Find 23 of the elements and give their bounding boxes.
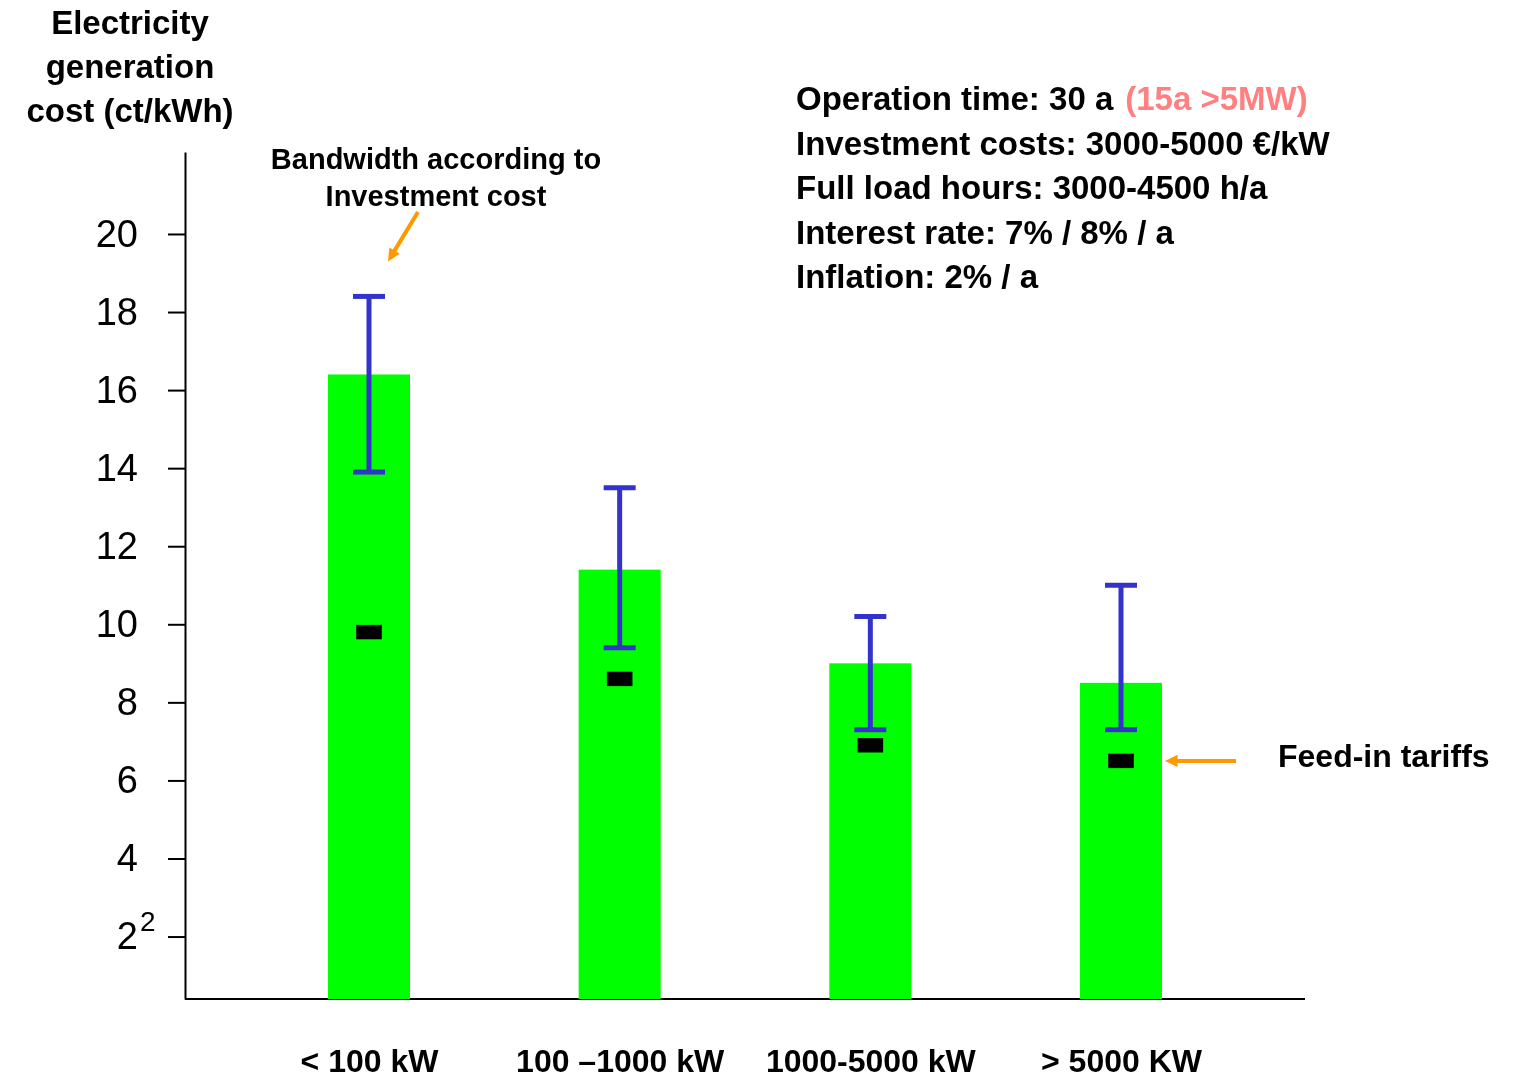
annotation: Feed-in tariffs [1278, 737, 1490, 774]
annotation: Bandwidth according to Investment cost [270, 143, 602, 212]
y-tick-label: 16 [95, 368, 138, 411]
y-tick-label: 20 [95, 212, 138, 255]
y-tick-label: 8 [116, 681, 138, 724]
annotation: Interest rate: 7% / 8% / a [796, 213, 1175, 251]
annotation: Full load hours: 3000-4500 h/a [796, 169, 1268, 206]
y-tick-label: 4 [116, 837, 138, 880]
y-tick-label: 14 [95, 446, 138, 489]
y-tick-label: 6 [116, 759, 138, 802]
x-tick-label: 100 –1000 kW [516, 1042, 726, 1079]
y-tick-label: 18 [95, 290, 138, 333]
y-tick-label: 12 [95, 524, 138, 567]
x-tick-label: < 100 kW [300, 1042, 440, 1079]
x-tick-label: 1000-5000 kW [765, 1042, 977, 1079]
text: Operation time: 30 a [796, 80, 1114, 117]
annotation: Inflation: 2% / a [796, 258, 1039, 295]
x-tick-label: > 5000 KW [1041, 1042, 1203, 1079]
annotation: Investment costs: 3000-5000 €/kW [796, 124, 1331, 162]
y-tick-label: 2 [116, 915, 138, 958]
y-axis-title: Electricity generation cost (ct/kWh) [26, 4, 234, 129]
text: (15a >5MW) [1125, 80, 1308, 117]
y-tick-label: 10 [95, 602, 138, 645]
